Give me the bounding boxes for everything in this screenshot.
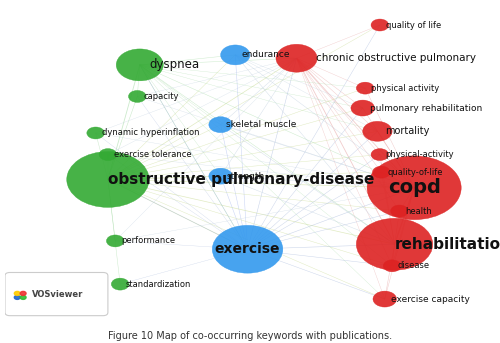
- Text: quality of life: quality of life: [386, 21, 441, 29]
- Circle shape: [371, 149, 388, 161]
- Text: performance: performance: [121, 236, 176, 246]
- Circle shape: [356, 218, 433, 270]
- Text: strength: strength: [226, 172, 264, 181]
- FancyBboxPatch shape: [5, 272, 108, 316]
- Text: mortality: mortality: [385, 126, 429, 136]
- Text: physical-activity: physical-activity: [386, 150, 454, 159]
- Text: health: health: [406, 206, 432, 215]
- Text: dynamic hyperinflation: dynamic hyperinflation: [102, 129, 199, 138]
- Circle shape: [212, 225, 283, 273]
- Text: VOSviewer: VOSviewer: [32, 289, 84, 298]
- Circle shape: [116, 49, 164, 81]
- Circle shape: [106, 235, 124, 247]
- Text: dyspnea: dyspnea: [150, 58, 200, 71]
- Circle shape: [351, 100, 374, 116]
- Text: rehabilitation: rehabilitation: [394, 237, 500, 252]
- Circle shape: [14, 292, 20, 295]
- Circle shape: [209, 168, 233, 184]
- Text: disease: disease: [398, 261, 430, 270]
- Circle shape: [66, 152, 149, 208]
- Circle shape: [99, 149, 116, 161]
- Text: skeletal muscle: skeletal muscle: [226, 120, 297, 129]
- Circle shape: [384, 260, 401, 272]
- Circle shape: [128, 91, 146, 103]
- Circle shape: [20, 292, 26, 295]
- Circle shape: [390, 205, 408, 217]
- Circle shape: [276, 44, 317, 72]
- Circle shape: [373, 291, 396, 307]
- Text: exercise tolerance: exercise tolerance: [114, 150, 192, 159]
- Text: pulmonary rehabilitation: pulmonary rehabilitation: [370, 104, 482, 113]
- Text: exercise capacity: exercise capacity: [390, 295, 469, 304]
- Circle shape: [362, 121, 392, 141]
- Circle shape: [371, 19, 388, 31]
- Circle shape: [356, 82, 374, 94]
- Circle shape: [367, 156, 461, 220]
- Text: Figure 10 Map of co-occurring keywords with publications.: Figure 10 Map of co-occurring keywords w…: [108, 331, 392, 341]
- Text: obstructive pulmonary-disease: obstructive pulmonary-disease: [108, 172, 374, 187]
- Circle shape: [20, 295, 26, 299]
- Text: quality-of-life: quality-of-life: [387, 168, 442, 177]
- Text: endurance: endurance: [241, 50, 290, 59]
- Text: chronic obstructive pulmonary: chronic obstructive pulmonary: [316, 53, 476, 63]
- Text: physical activity: physical activity: [371, 84, 440, 93]
- Circle shape: [372, 166, 390, 178]
- Circle shape: [112, 278, 129, 290]
- Text: copd: copd: [388, 178, 440, 197]
- Circle shape: [209, 117, 233, 133]
- Text: exercise: exercise: [215, 242, 280, 256]
- Circle shape: [14, 295, 20, 299]
- Text: standardization: standardization: [126, 280, 192, 288]
- Text: capacity: capacity: [143, 92, 178, 101]
- Circle shape: [220, 45, 250, 65]
- Circle shape: [87, 127, 104, 139]
